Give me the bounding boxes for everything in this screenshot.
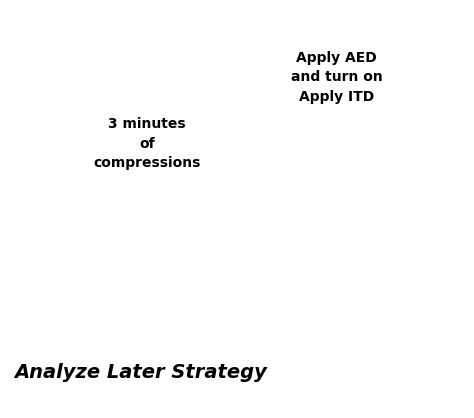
Bar [261,31,415,125]
Text: Apply AED
and turn on
Apply ITD: Apply AED and turn on Apply ITD [291,51,383,104]
Text: 3 minutes
of
compressions: 3 minutes of compressions [93,117,201,171]
Text: Analyze Later Strategy: Analyze Later Strategy [14,363,267,382]
Text: 30-60 sec: 30-60 sec [6,119,73,132]
Bar [83,31,211,250]
Text: 3 min: 3 min [35,244,73,257]
Text: Other Provider(s): Other Provider(s) [262,13,411,28]
Text: ACLS: ACLS [213,320,261,338]
Text: Compressor: Compressor [96,13,198,28]
Text: Analyze/shock: Analyze/shock [181,260,293,274]
